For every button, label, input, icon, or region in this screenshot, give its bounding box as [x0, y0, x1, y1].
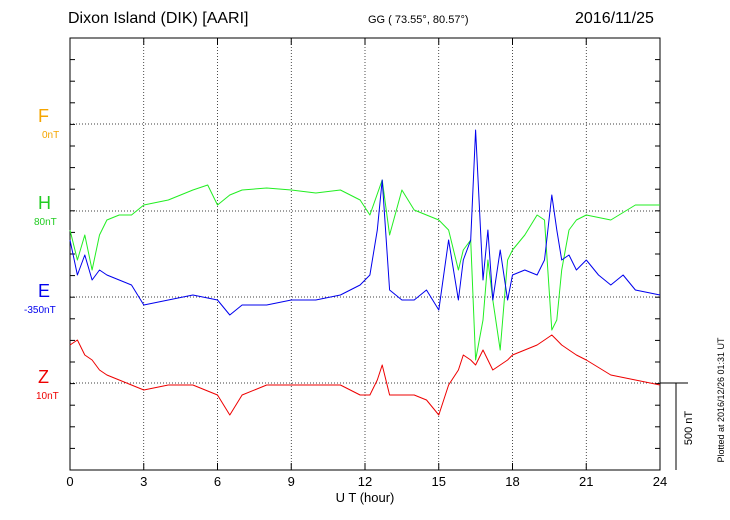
label-e: E: [38, 281, 51, 301]
date-label: 2016/11/25: [575, 10, 654, 27]
x-tick-label: 21: [579, 474, 593, 489]
coordinates-label: GG ( 73.55°, 80.57°): [368, 14, 469, 26]
series-z-line: [69, 334, 661, 416]
x-tick-label: 3: [140, 474, 147, 489]
x-tick-label: 6: [214, 474, 221, 489]
x-tick-label: 9: [288, 474, 295, 489]
baseline-z: 10nT: [36, 391, 59, 402]
station-title: Dixon Island (DIK) [AARI]: [68, 10, 249, 27]
series-layer: [69, 129, 661, 416]
scale-bar-label: 500 nT: [683, 411, 695, 446]
baseline-f: 0nT: [42, 130, 60, 141]
plotted-note: Plotted at 2016/12/26 01:31 UT: [716, 337, 726, 463]
x-axis-label: U T (hour): [336, 490, 395, 505]
x-tick-label: 12: [358, 474, 372, 489]
series-e-line: [69, 129, 661, 316]
x-tick-label: 18: [505, 474, 519, 489]
label-f: F: [38, 106, 49, 126]
x-tick-label: 15: [432, 474, 446, 489]
x-tick-label: 24: [653, 474, 667, 489]
x-tick-label: 0: [66, 474, 73, 489]
x-ticks: 0 3 6 9 12 15 18 21 24: [66, 38, 667, 489]
label-z: Z: [38, 367, 49, 387]
series-h-line: [69, 179, 660, 361]
baseline-e: -350nT: [24, 305, 56, 316]
grid: [70, 37, 660, 470]
baseline-h: 80nT: [34, 217, 57, 228]
label-h: H: [38, 193, 51, 213]
scale-bar: 500 nT: [660, 382, 695, 470]
